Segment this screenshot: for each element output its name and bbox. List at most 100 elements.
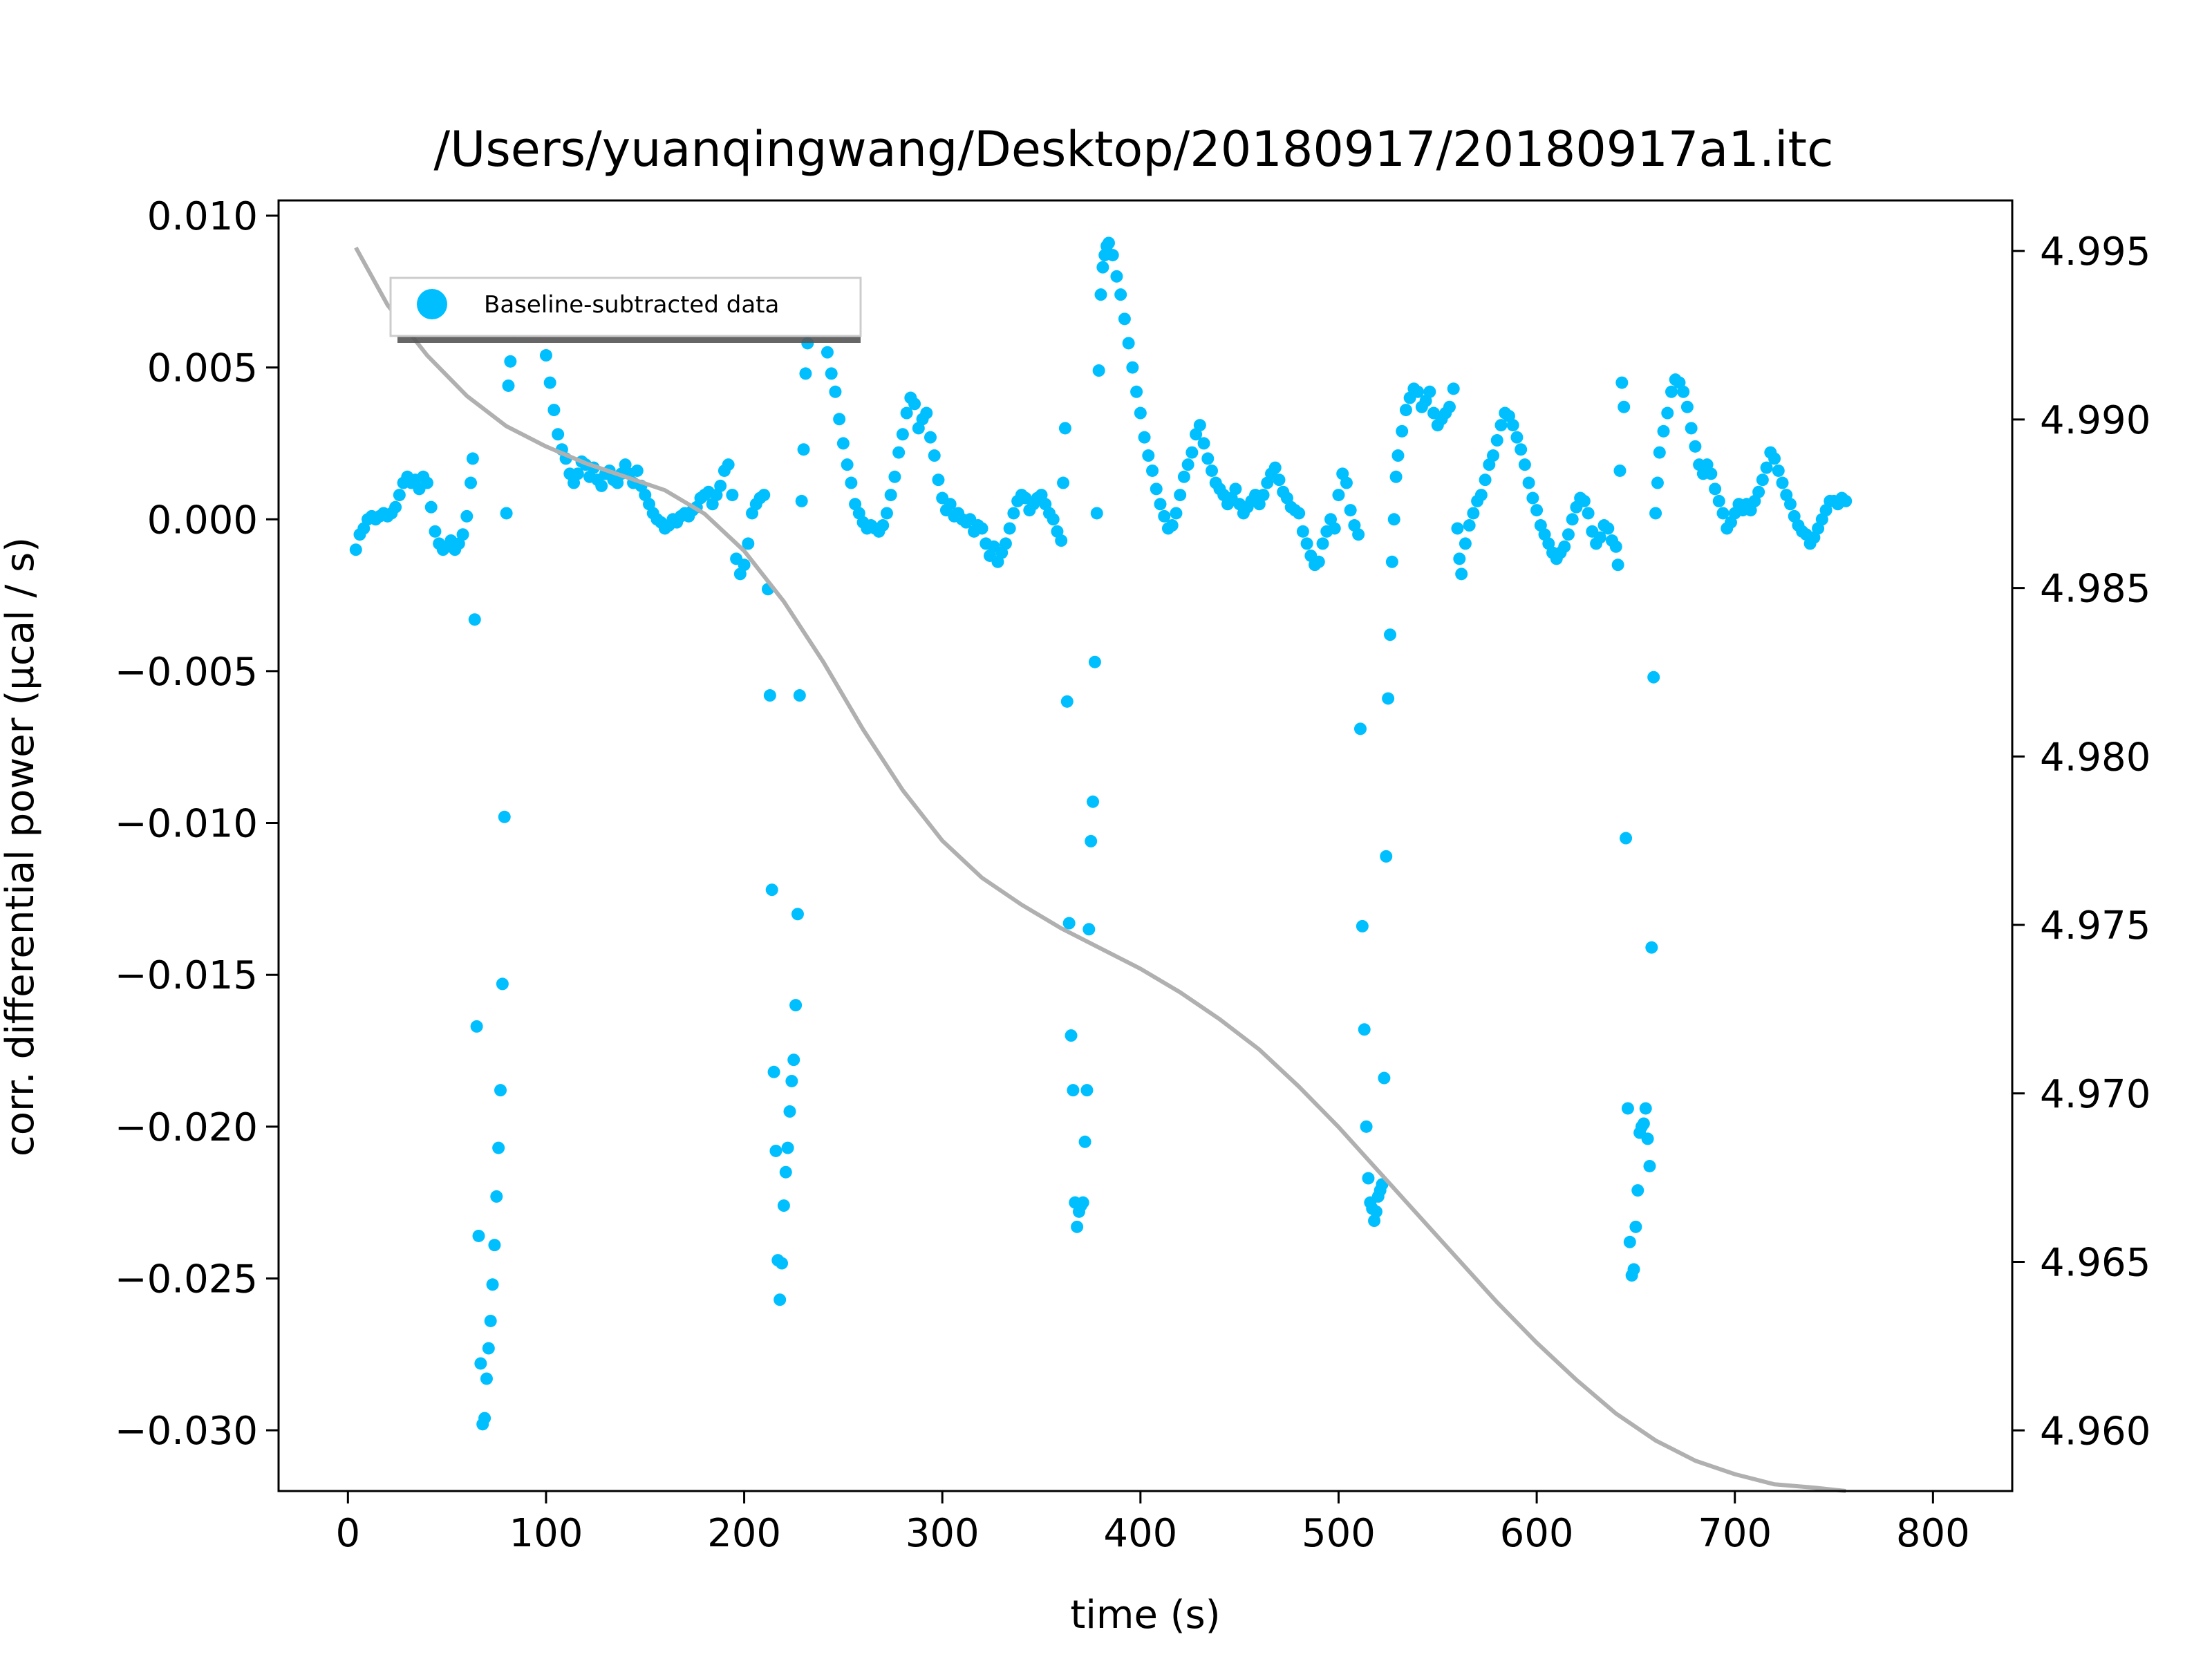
data-point [466,452,479,465]
y2-tick-label: 4.960 [2040,1409,2150,1454]
data-point [825,367,838,380]
data-point [763,689,776,702]
data-point [478,1412,491,1425]
y-axis-label: corr. differential power (µcal / s) [0,537,43,1156]
data-point [420,476,433,489]
data-point [486,1278,499,1291]
x-tick-label: 600 [1500,1511,1574,1556]
data-point [472,1229,485,1242]
x-tick-label: 200 [707,1511,781,1556]
data-point [722,458,735,471]
data-point [1611,559,1624,572]
data-point [1566,513,1579,526]
data-point [1071,1220,1084,1233]
data-point [1680,400,1694,413]
data-point [1526,491,1539,505]
x-tick-label: 400 [1103,1511,1177,1556]
x-tick-label: 800 [1896,1511,1970,1556]
data-point [1047,513,1060,526]
data-point [1122,337,1135,350]
data-point [1300,537,1313,550]
data-point [1065,1029,1078,1042]
data-point [1657,424,1670,438]
data-point [726,489,739,502]
data-point [1641,1132,1654,1145]
data-point [797,443,810,456]
data-point [1391,449,1405,462]
y2-tick-label: 4.975 [2040,903,2150,948]
data-point [769,1144,782,1157]
data-point [1201,452,1215,465]
data-point [1362,1172,1375,1185]
data-point [836,437,850,450]
data-point [1332,489,1345,502]
data-point [924,431,937,444]
data-point [1515,443,1528,456]
data-point [1623,1235,1636,1248]
data-point [482,1342,495,1355]
data-point [465,476,478,489]
data-point [571,467,584,480]
data-point [1102,236,1115,250]
data-point [1369,1205,1382,1218]
data-point [1577,494,1591,507]
data-point [1677,385,1690,398]
data-point [1087,795,1100,808]
data-point [781,1141,794,1154]
y-tick-label: −0.005 [115,650,258,695]
data-point [1138,431,1151,444]
data-point [1518,458,1531,471]
data-point [767,1065,780,1078]
data-point [1752,485,1765,498]
data-point [1146,464,1159,477]
data-point [785,1074,798,1087]
data-point [1772,464,1785,477]
x-tick-label: 100 [509,1511,583,1556]
data-point [1494,419,1508,432]
x-tick-label: 700 [1698,1511,1772,1556]
data-point [1647,671,1660,684]
data-point [1530,504,1544,517]
data-point [1487,449,1500,462]
data-point [1158,509,1171,523]
data-point [424,500,438,514]
data-point [1067,1084,1080,1097]
data-point [920,406,933,420]
data-point [1412,385,1425,398]
data-point [1094,288,1107,301]
data-point [1467,507,1480,520]
data-point [888,470,901,483]
data-point [765,883,778,897]
data-point [774,1293,787,1306]
data-point [1479,474,1492,487]
y2-tick-label: 4.990 [2040,398,2150,443]
data-point [1092,364,1105,377]
data-point [1389,470,1403,483]
x-axis-label: time (s) [1070,1593,1220,1638]
data-point [1385,555,1398,568]
data-point [1665,385,1678,398]
data-point [1197,437,1210,450]
data-point [1356,919,1369,932]
legend-label: Baseline-subtracted data [484,291,779,319]
data-point [1130,385,1143,398]
data-point [1114,288,1127,301]
data-point [389,500,402,514]
data-point [1080,1084,1094,1097]
data-point [1340,476,1353,489]
data-point [480,1372,493,1385]
data-point [393,489,406,502]
data-point [1170,507,1183,520]
x-tick-label: 500 [1302,1511,1376,1556]
data-point [1522,476,1535,489]
data-point [783,1105,796,1118]
data-point [498,810,511,823]
axes-frame [277,199,2014,1492]
data-point [1060,695,1074,708]
data-point [714,479,727,492]
data-point [1649,507,1662,520]
data-point [1387,513,1400,526]
data-point [1055,534,1068,547]
data-point [488,1239,501,1252]
